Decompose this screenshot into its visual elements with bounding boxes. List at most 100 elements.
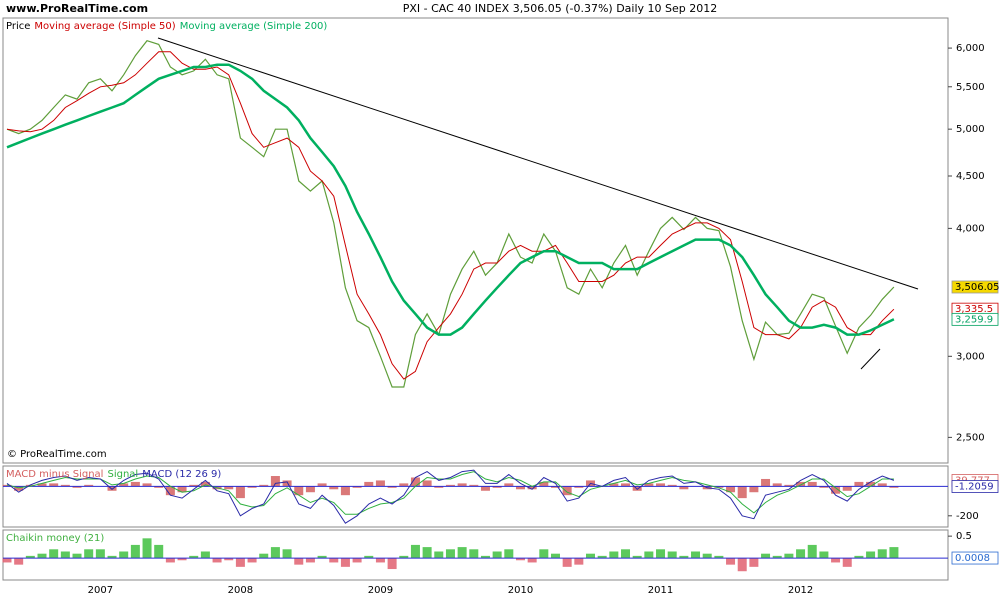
histogram-bar	[340, 558, 350, 567]
histogram-bar	[72, 553, 82, 559]
histogram-bar	[224, 558, 234, 561]
histogram-bar	[784, 484, 794, 487]
histogram-bar	[49, 549, 59, 559]
histogram-bar	[819, 551, 829, 559]
legend-entry: Moving average (Simple 200)	[180, 21, 328, 32]
value-marker	[951, 280, 999, 294]
histogram-bar	[119, 551, 129, 559]
histogram-bar	[14, 558, 24, 565]
histogram-bar	[877, 549, 887, 559]
histogram-bar	[656, 549, 666, 559]
value-marker-label: 3,506.05	[955, 282, 1000, 293]
y-tick-label: 5,000	[956, 124, 985, 135]
histogram-bar	[854, 481, 864, 487]
histogram-bar	[60, 551, 70, 559]
chart-title: PXI - CAC 40 INDEX 3,506.05 (-0.37%) Dai…	[403, 2, 718, 15]
histogram-bar	[842, 486, 852, 491]
histogram-bar	[515, 558, 525, 561]
y-tick-label: 2,500	[956, 432, 985, 443]
histogram-bar	[294, 558, 304, 565]
histogram-bar	[177, 486, 187, 493]
histogram-bar	[107, 555, 117, 559]
histogram-bar	[539, 549, 549, 559]
histogram-bar	[784, 553, 794, 559]
histogram-bar	[539, 481, 549, 487]
histogram-bar	[212, 558, 222, 563]
histogram-bar	[644, 483, 654, 487]
histogram-bar	[702, 553, 712, 559]
histogram-bar	[2, 558, 12, 563]
histogram-bar	[480, 555, 490, 559]
histogram-bar	[854, 555, 864, 559]
histogram-bar	[107, 486, 117, 491]
histogram-bar	[375, 558, 385, 563]
histogram-bar	[644, 551, 654, 559]
histogram-bar	[72, 486, 82, 488]
histogram-bar	[119, 483, 129, 487]
histogram-bar	[434, 486, 444, 488]
histogram-bar	[282, 480, 292, 487]
histogram-bar	[399, 483, 409, 487]
histogram-bar	[329, 558, 339, 563]
histogram-bar	[691, 551, 701, 559]
histogram-bar	[632, 486, 642, 491]
histogram-bar	[504, 549, 514, 559]
y-tick-label: 4,500	[956, 171, 985, 182]
legend-entry: MACD (12 26 9)	[142, 469, 221, 480]
histogram-bar	[305, 558, 315, 563]
histogram-bar	[749, 486, 759, 493]
histogram-bar	[807, 481, 817, 487]
histogram-bar	[387, 558, 397, 570]
line-series	[6, 51, 895, 380]
histogram-bar	[469, 484, 479, 487]
histogram-bar	[142, 483, 152, 487]
histogram-bar	[434, 551, 444, 559]
histogram-bar	[340, 486, 350, 496]
histogram-bar	[84, 549, 94, 559]
histogram-bar	[375, 480, 385, 487]
legend-entry: MACD minus Signal	[6, 469, 103, 480]
histogram-bar	[866, 481, 876, 487]
value-marker	[951, 312, 999, 326]
histogram-bar	[410, 544, 420, 559]
value-marker	[951, 480, 999, 493]
histogram-bar	[889, 486, 899, 488]
histogram-bar	[527, 486, 537, 490]
histogram-bar	[726, 486, 736, 493]
histogram-bar	[632, 555, 642, 559]
histogram-bar	[621, 549, 631, 559]
panel-label: Chaikin money (21)	[6, 533, 104, 544]
histogram-bar	[667, 484, 677, 487]
histogram-bar	[200, 481, 210, 487]
histogram-bar	[609, 483, 619, 487]
histogram-bar	[60, 484, 70, 487]
x-tick-label: 2012	[788, 585, 813, 596]
histogram-bar	[224, 486, 234, 490]
y-tick-label: -200	[956, 511, 979, 522]
line-series	[6, 63, 895, 336]
x-tick-label: 2011	[648, 585, 673, 596]
histogram-bar	[200, 551, 210, 559]
histogram-bar	[714, 555, 724, 559]
y-tick-label: 5,500	[956, 82, 985, 93]
histogram-bar	[95, 549, 105, 559]
histogram-bar	[796, 481, 806, 487]
histogram-bar	[2, 484, 12, 487]
histogram-bar	[235, 486, 245, 499]
x-tick-label: 2009	[368, 585, 393, 596]
histogram-bar	[737, 558, 747, 572]
histogram-bar	[317, 483, 327, 487]
histogram-bar	[282, 549, 292, 559]
histogram-bar	[14, 486, 24, 491]
trend-line	[860, 348, 881, 370]
histogram-bar	[189, 484, 199, 487]
histogram-bar	[469, 549, 479, 559]
histogram-bar	[562, 558, 572, 567]
histogram-bar	[877, 483, 887, 487]
histogram-bar	[679, 555, 689, 559]
histogram-bar	[352, 486, 362, 488]
histogram-bar	[445, 484, 455, 487]
histogram-bar	[422, 547, 432, 559]
histogram-bar	[270, 547, 280, 559]
histogram-bar	[84, 484, 94, 487]
